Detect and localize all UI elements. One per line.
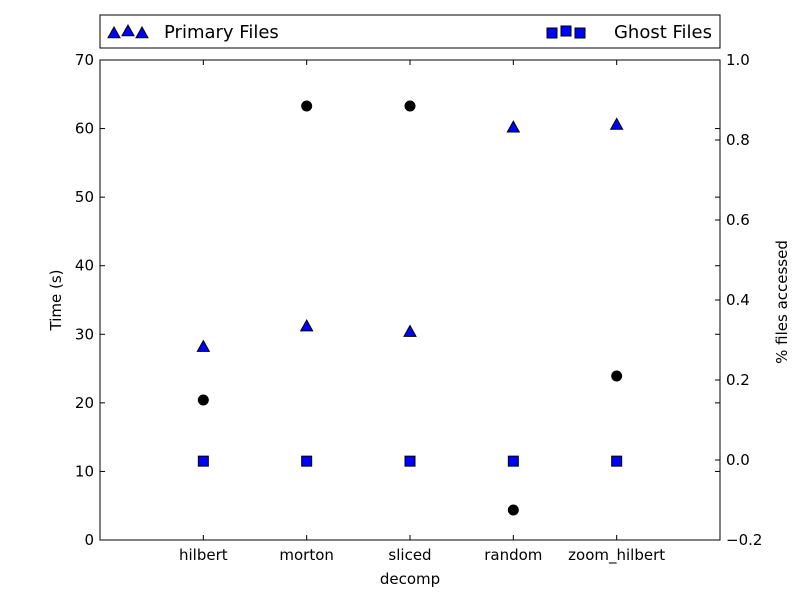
square-point	[507, 455, 519, 467]
circle-point	[404, 100, 416, 112]
triangle-point	[609, 117, 624, 130]
circle-point	[301, 100, 313, 112]
y-right-tick-label: 0.2	[726, 371, 750, 389]
legend-marker	[135, 25, 149, 39]
square-point	[301, 455, 313, 467]
triangle-point	[506, 120, 521, 133]
legend-box	[99, 14, 721, 49]
triangle-point	[403, 324, 417, 337]
y-tick-label: 40	[75, 257, 94, 275]
y-right-tick-label: 0.8	[726, 131, 750, 149]
y-right-tick-label: −0.2	[726, 531, 762, 549]
legend-marker	[546, 27, 558, 39]
square-point	[404, 455, 416, 467]
x-tick-label: random	[484, 546, 542, 564]
plot-area: 0 10 20 30 40 50 60 70 −0.2 0.0 0.2 0.4 0.6 0.8 1.0 hil…	[75, 51, 763, 565]
y-tick-label: 20	[75, 394, 94, 412]
legend-marker	[560, 25, 572, 37]
plot-frame	[99, 59, 721, 541]
x-tick-label: sliced	[388, 546, 431, 564]
legend-label: Primary Files	[164, 22, 279, 43]
x-tick-label: morton	[279, 546, 334, 564]
y-right-tick-label: 0.0	[726, 451, 750, 469]
y-axis-right-label: % files accessed	[773, 240, 791, 364]
triangle-point	[299, 319, 314, 332]
legend: Primary Files Ghost Files	[99, 14, 721, 49]
square-point	[197, 455, 209, 467]
legend-marker	[121, 23, 135, 37]
circle-point	[197, 394, 209, 406]
x-tick-label: zoom_hilbert	[568, 546, 665, 565]
y-right-tick-label: 1.0	[726, 51, 750, 69]
y-tick-label: 10	[75, 462, 94, 480]
y-tick-label: 60	[75, 120, 94, 138]
triangle-point	[196, 339, 211, 352]
circle-point	[507, 504, 519, 516]
y-tick-label: 50	[75, 188, 94, 206]
square-point	[611, 455, 623, 467]
legend-marker	[107, 25, 121, 39]
y-axis-label: Time (s)	[47, 270, 65, 332]
x-axis-label: decomp	[380, 570, 440, 588]
data-marks	[196, 100, 624, 516]
legend-marker	[574, 27, 586, 39]
y-right-tick-label: 0.4	[726, 291, 750, 309]
y-tick-label: 0	[84, 531, 94, 549]
y-right-tick-label: 0.6	[726, 211, 750, 229]
y-tick-label: 70	[75, 51, 94, 69]
y-tick-label: 30	[75, 325, 94, 343]
circle-point	[611, 370, 623, 382]
legend-label: Ghost Files	[614, 22, 712, 43]
x-tick-label: hilbert	[179, 546, 228, 564]
